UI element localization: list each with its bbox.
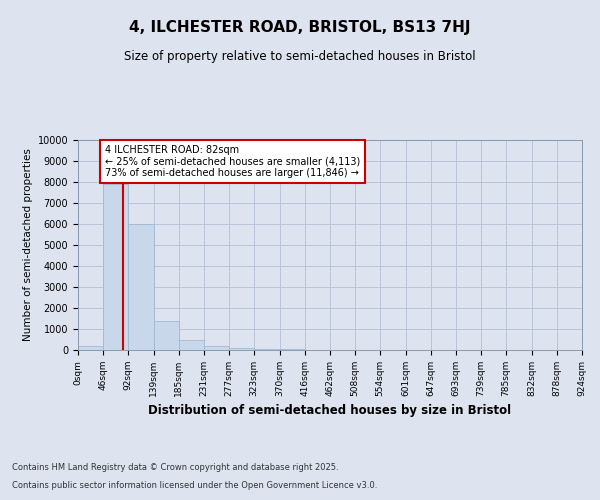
- Bar: [78, 346, 103, 350]
- Bar: [154, 320, 179, 350]
- Bar: [179, 340, 204, 350]
- X-axis label: Distribution of semi-detached houses by size in Bristol: Distribution of semi-detached houses by …: [148, 404, 512, 417]
- Y-axis label: Number of semi-detached properties: Number of semi-detached properties: [23, 148, 34, 342]
- Text: Size of property relative to semi-detached houses in Bristol: Size of property relative to semi-detach…: [124, 50, 476, 63]
- Text: Contains public sector information licensed under the Open Government Licence v3: Contains public sector information licen…: [12, 481, 377, 490]
- Bar: [254, 348, 280, 350]
- Bar: [128, 224, 154, 350]
- Bar: [204, 346, 229, 350]
- Bar: [229, 348, 254, 350]
- Bar: [103, 184, 128, 350]
- Text: Contains HM Land Registry data © Crown copyright and database right 2025.: Contains HM Land Registry data © Crown c…: [12, 464, 338, 472]
- Text: 4 ILCHESTER ROAD: 82sqm
← 25% of semi-detached houses are smaller (4,113)
73% of: 4 ILCHESTER ROAD: 82sqm ← 25% of semi-de…: [105, 145, 361, 178]
- Text: 4, ILCHESTER ROAD, BRISTOL, BS13 7HJ: 4, ILCHESTER ROAD, BRISTOL, BS13 7HJ: [129, 20, 471, 35]
